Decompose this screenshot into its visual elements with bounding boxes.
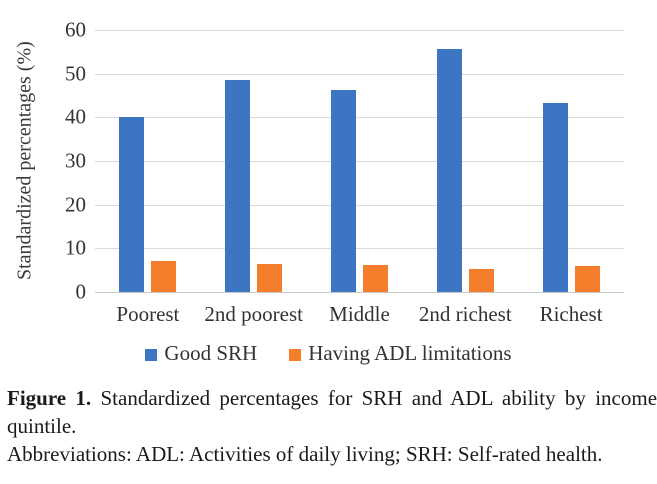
caption-abbreviations: Abbreviations: ADL: Activities of daily … <box>7 442 603 466</box>
y-tick-label-60: 60 <box>65 17 86 42</box>
bar-group <box>518 30 624 292</box>
y-tick-label-30: 30 <box>65 148 86 173</box>
bar-series <box>95 30 624 292</box>
bar-having-adl-limitations <box>362 264 388 292</box>
bar-good-srh <box>542 102 568 292</box>
bar-good-srh <box>330 90 356 292</box>
caption-label: Figure 1. <box>7 386 92 410</box>
x-category-label: Poorest <box>116 302 180 326</box>
bar-chart: Standardized percentages (%) 0 10 20 30 40 50… <box>0 17 657 366</box>
legend-label: Good SRH <box>164 341 258 365</box>
gridline-60 <box>95 30 624 31</box>
bar-group <box>307 30 413 292</box>
bar-having-adl-limitations <box>468 268 494 292</box>
x-category-label: 2nd poorest <box>204 302 303 326</box>
figure-caption: Figure 1. Standardized percentages for S… <box>7 384 657 468</box>
x-category-label: Richest <box>539 302 603 326</box>
y-tick-label-0: 0 <box>75 279 87 304</box>
x-axis-labels: Poorest 2nd poorest Middle 2nd richest Riche… <box>95 302 624 327</box>
chart-legend: Good SRH Having ADL limitations <box>0 341 657 366</box>
x-category-label: 2nd richest <box>418 302 512 326</box>
legend-item: Having ADL limitations <box>289 341 512 366</box>
bar-good-srh <box>225 80 251 292</box>
bar-group <box>412 30 518 292</box>
gridline-30 <box>95 161 624 162</box>
legend-label: Having ADL limitations <box>308 341 512 365</box>
bar-group <box>95 30 201 292</box>
bar-good-srh <box>119 117 145 292</box>
gridline-10 <box>95 248 624 250</box>
bar-good-srh <box>436 49 462 292</box>
plot-area <box>95 30 624 293</box>
y-tick-label-40: 40 <box>65 104 86 129</box>
gridline-50 <box>95 73 624 75</box>
gridline-0 <box>95 292 624 293</box>
caption-main: Figure 1. Standardized percentages for S… <box>7 384 657 440</box>
gridline-40 <box>95 117 624 119</box>
legend-swatch-icon <box>289 348 302 361</box>
y-tick-label-20: 20 <box>65 192 86 217</box>
bar-having-adl-limitations <box>257 264 283 292</box>
caption-text: Standardized percentages for SRH and ADL… <box>7 386 657 438</box>
bar-group <box>201 30 307 292</box>
legend-swatch-icon <box>145 348 158 361</box>
y-tick-label-10: 10 <box>65 235 86 260</box>
gridline-20 <box>95 204 624 206</box>
bar-having-adl-limitations <box>151 261 177 292</box>
bar-having-adl-limitations <box>574 265 600 292</box>
x-category-label: Middle <box>329 302 390 326</box>
legend-item: Good SRH <box>145 341 257 366</box>
y-tick-label-50: 50 <box>65 61 86 86</box>
